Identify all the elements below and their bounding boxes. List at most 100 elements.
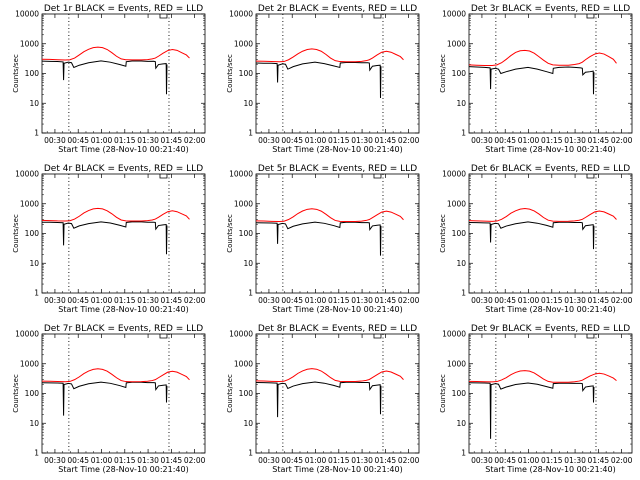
events-series-line (41, 381, 168, 416)
y-axis-label: Counts/sec (439, 374, 447, 413)
bracket-marker (159, 174, 168, 179)
panel-title: Det 3r BLACK = Events, RED = LLD (471, 4, 630, 14)
bracket-marker (373, 174, 382, 179)
x-tick-label: 02:00 (611, 296, 633, 305)
y-tick-label: 1 (461, 129, 466, 138)
x-tick-label: 00:30 (258, 296, 280, 305)
plot-frame (41, 173, 206, 294)
y-tick-label: 100 (239, 389, 254, 398)
x-tick-label: 01:00 (305, 456, 327, 465)
lld-series-line (41, 46, 190, 61)
events-series-line (468, 382, 595, 439)
x-tick-label: 01:15 (114, 296, 136, 305)
bracket-marker (159, 14, 168, 19)
panel-title: Det 5r BLACK = Events, RED = LLD (258, 164, 417, 174)
x-tick-label: 00:45 (281, 296, 303, 305)
x-axis-label: Start Time (28-Nov-10 00:21:40) (272, 145, 402, 154)
detector-panel: Det 7r BLACK = Events, RED = LLD 1 10 100 10… (12, 324, 206, 474)
y-tick-label: 1 (34, 289, 39, 298)
y-tick-label: 1000 (447, 359, 466, 368)
panel-title: Det 2r BLACK = Events, RED = LLD (258, 4, 417, 14)
detector-panel: Det 9r BLACK = Events, RED = LLD 1 10 100 10… (439, 324, 633, 474)
y-tick-label: 10 (456, 259, 466, 268)
y-tick-label: 1000 (234, 359, 253, 368)
lld-series-line (468, 370, 617, 383)
y-tick-label: 100 (452, 229, 467, 238)
y-tick-label: 1 (34, 449, 39, 458)
x-tick-label: 00:30 (44, 296, 66, 305)
x-axis-label: Start Time (28-Nov-10 00:21:40) (58, 465, 188, 474)
x-tick-label: 01:00 (518, 456, 540, 465)
x-tick-label: 01:45 (161, 136, 183, 145)
x-tick-label: 00:45 (67, 456, 89, 465)
y-axis-label: Counts/sec (439, 214, 447, 253)
x-tick-label: 00:45 (67, 296, 89, 305)
y-axis-label: Counts/sec (439, 54, 447, 93)
bracket-marker (159, 334, 168, 339)
y-tick-label: 1 (248, 289, 253, 298)
y-tick-label: 100 (452, 389, 467, 398)
x-axis-label: Start Time (28-Nov-10 00:21:40) (58, 305, 188, 314)
plot-frame (468, 13, 633, 134)
y-tick-label: 100 (25, 69, 40, 78)
x-tick-label: 01:00 (91, 136, 113, 145)
x-tick-label: 00:30 (258, 456, 280, 465)
y-tick-label: 100 (25, 389, 40, 398)
detector-panel: Det 4r BLACK = Events, RED = LLD 1 10 100 10… (12, 164, 206, 314)
y-tick-label: 1000 (447, 199, 466, 208)
x-tick-label: 02:00 (398, 456, 420, 465)
y-tick-label: 1000 (20, 359, 39, 368)
y-tick-label: 100 (452, 69, 467, 78)
x-tick-label: 02:00 (184, 296, 206, 305)
plot-frame (41, 13, 206, 134)
x-tick-label: 01:45 (588, 296, 610, 305)
x-tick-label: 00:30 (471, 456, 493, 465)
bracket-marker (586, 14, 595, 19)
bracket-marker (586, 174, 595, 179)
plot-frame (41, 333, 206, 454)
plot-frame (255, 333, 420, 454)
x-tick-label: 01:00 (91, 456, 113, 465)
x-tick-label: 01:45 (375, 136, 397, 145)
events-series-line (255, 381, 382, 418)
detector-panel: Det 3r BLACK = Events, RED = LLD 1 10 100 10… (439, 4, 633, 154)
y-tick-label: 10 (29, 99, 39, 108)
lld-series-line (41, 207, 190, 222)
panel-title: Det 6r BLACK = Events, RED = LLD (471, 164, 630, 174)
lld-series-line (255, 368, 404, 383)
x-tick-label: 00:30 (471, 296, 493, 305)
y-tick-label: 10 (243, 99, 253, 108)
x-tick-label: 01:00 (305, 296, 327, 305)
plot-frame (255, 173, 420, 294)
x-tick-label: 01:15 (114, 456, 136, 465)
x-tick-label: 00:45 (494, 136, 516, 145)
x-tick-label: 01:15 (541, 296, 563, 305)
lld-series-line (468, 49, 617, 67)
y-axis-label: Counts/sec (12, 54, 20, 93)
y-tick-label: 10 (29, 259, 39, 268)
x-tick-label: 02:00 (184, 136, 206, 145)
x-tick-label: 02:00 (398, 136, 420, 145)
bracket-marker (373, 334, 382, 339)
y-axis-label: Counts/sec (226, 54, 234, 93)
lld-series-line (255, 208, 404, 223)
x-tick-label: 01:00 (305, 136, 327, 145)
y-tick-label: 1000 (20, 39, 39, 48)
detector-panel: Det 1r BLACK = Events, RED = LLD 1 10 100 10… (12, 4, 206, 154)
panel-title: Det 8r BLACK = Events, RED = LLD (258, 324, 417, 334)
x-tick-label: 01:30 (137, 296, 159, 305)
y-tick-label: 1 (461, 289, 466, 298)
y-tick-label: 10 (456, 419, 466, 428)
lld-series-line (41, 368, 190, 383)
x-tick-label: 00:30 (471, 136, 493, 145)
y-tick-label: 1 (461, 449, 466, 458)
x-tick-label: 02:00 (611, 136, 633, 145)
events-series-line (255, 61, 382, 99)
x-tick-label: 02:00 (184, 456, 206, 465)
x-tick-label: 00:45 (494, 456, 516, 465)
y-tick-label: 1 (34, 129, 39, 138)
y-tick-label: 1000 (20, 199, 39, 208)
x-tick-label: 01:15 (541, 136, 563, 145)
x-tick-label: 01:30 (137, 456, 159, 465)
y-tick-label: 10000 (442, 10, 466, 19)
